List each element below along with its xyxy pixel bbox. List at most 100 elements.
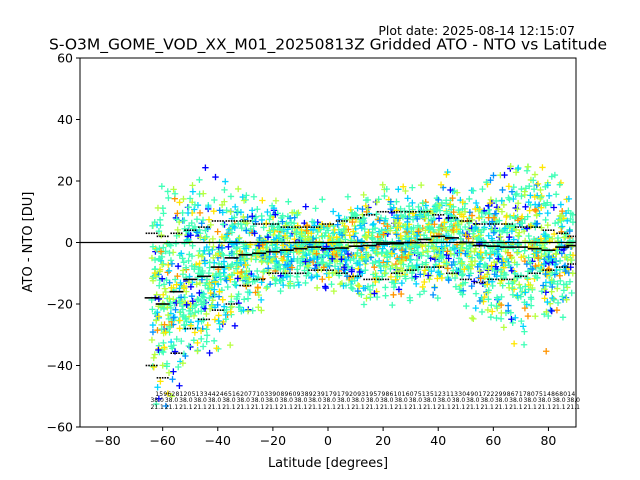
scatter-point (394, 215, 402, 222)
bin-count-value: 38.0 (337, 397, 351, 404)
scatter-point (517, 284, 524, 292)
scatter-point (354, 259, 361, 267)
scatter-point (277, 287, 284, 295)
bin-count-digit: 3 (458, 391, 462, 398)
bin-count-digit: 5 (430, 391, 434, 398)
bin-count-value: 21.1 (409, 404, 423, 411)
scatter-point (212, 272, 219, 280)
scatter-point (167, 242, 174, 249)
bin-std-lower-mark (186, 327, 189, 330)
bin-count-digit: 5 (418, 391, 422, 398)
scatter-point (462, 231, 469, 239)
scatter-point (173, 335, 180, 343)
scatter-point (560, 287, 568, 294)
bin-std-lower-mark (514, 275, 517, 278)
scatter-point (242, 274, 249, 281)
scatter-point (187, 232, 194, 239)
scatter-point (343, 273, 351, 280)
scatter-point (505, 238, 512, 245)
bin-count-value: 21.1 (351, 404, 365, 411)
scatter-point (528, 295, 535, 303)
scatter-point (254, 267, 261, 275)
scatter-point (198, 253, 206, 260)
scatter-point (316, 238, 323, 245)
scatter-point (397, 290, 405, 298)
scatter-point (510, 183, 517, 191)
x-tick-label: 60 (485, 433, 501, 448)
scatter-point (252, 256, 260, 263)
scatter-point (431, 284, 438, 291)
scatter-point (451, 187, 458, 195)
scatter-point (472, 304, 479, 312)
bin-count-digit: 7 (377, 391, 381, 398)
bin-std-lower-mark (368, 278, 371, 281)
bin-std-upper-mark (564, 232, 566, 235)
scatter-point (164, 304, 171, 311)
scatter-point (484, 281, 491, 288)
scatter-point (425, 243, 432, 250)
scatter-point (240, 213, 247, 221)
scatter-point (485, 287, 492, 294)
bin-std-upper-mark (308, 226, 310, 228)
scatter-point (405, 263, 412, 270)
scatter-point (418, 252, 425, 259)
scatter-point (502, 248, 509, 255)
scatter-point (194, 274, 201, 281)
bin-std-lower-mark (453, 272, 456, 275)
bin-count-digit: 8 (305, 391, 309, 398)
scatter-point (380, 231, 387, 238)
scatter-point (518, 192, 525, 200)
scatter-point (516, 281, 523, 288)
scatter-point (540, 260, 548, 268)
scatter-point (447, 186, 454, 194)
scatter-point (503, 213, 510, 221)
bin-std-upper-mark (407, 210, 409, 213)
bin-std-upper-mark (368, 214, 371, 216)
scatter-point (355, 283, 363, 290)
scatter-point (203, 310, 210, 318)
scatter-point (497, 301, 505, 309)
scatter-point (227, 193, 235, 200)
scatter-point (309, 258, 317, 266)
bin-std-upper-mark (567, 235, 569, 238)
scatter-point (562, 209, 570, 217)
scatter-point (313, 284, 321, 292)
scatter-point (199, 216, 207, 224)
scatter-point (434, 294, 441, 302)
scatter-point (382, 284, 389, 291)
bin-count-digit: 2 (486, 391, 490, 398)
scatter-point (495, 206, 502, 213)
scatter-point (438, 254, 445, 261)
bin-std-lower-mark (363, 278, 365, 281)
bin-std-upper-mark (222, 220, 224, 222)
bin-std-upper-mark (148, 232, 150, 235)
scatter-point (414, 222, 422, 230)
bin-std-upper-mark (432, 214, 434, 216)
bin-std-upper-mark (178, 232, 180, 235)
scatter-point (417, 271, 424, 278)
bin-std-upper-mark (384, 210, 387, 213)
bin-std-upper-mark (547, 229, 550, 231)
scatter-point (352, 211, 359, 219)
scatter-point (534, 274, 541, 282)
scatter-point (348, 266, 355, 274)
bin-std-lower-mark (564, 266, 566, 268)
bin-std-upper-mark (379, 210, 382, 213)
scatter-point (424, 272, 432, 279)
bin-count-value: 38.0 (194, 397, 208, 404)
scatter-point (451, 251, 458, 259)
bin-std-upper-mark (244, 220, 247, 222)
scatter-point (220, 258, 228, 265)
scatter-point (545, 253, 552, 261)
scatter-point (290, 282, 298, 289)
scatter-point (412, 280, 420, 288)
bin-count-value: 38.0 (567, 397, 581, 404)
bin-std-lower-mark (164, 377, 167, 379)
scatter-point (234, 293, 241, 300)
scatter-point (362, 202, 369, 210)
scatter-point (155, 346, 162, 354)
scatter-point (547, 306, 554, 314)
bin-count-value: 38.0 (208, 397, 222, 404)
scatter-point (383, 254, 391, 261)
bin-count-digit: 9 (357, 391, 361, 398)
